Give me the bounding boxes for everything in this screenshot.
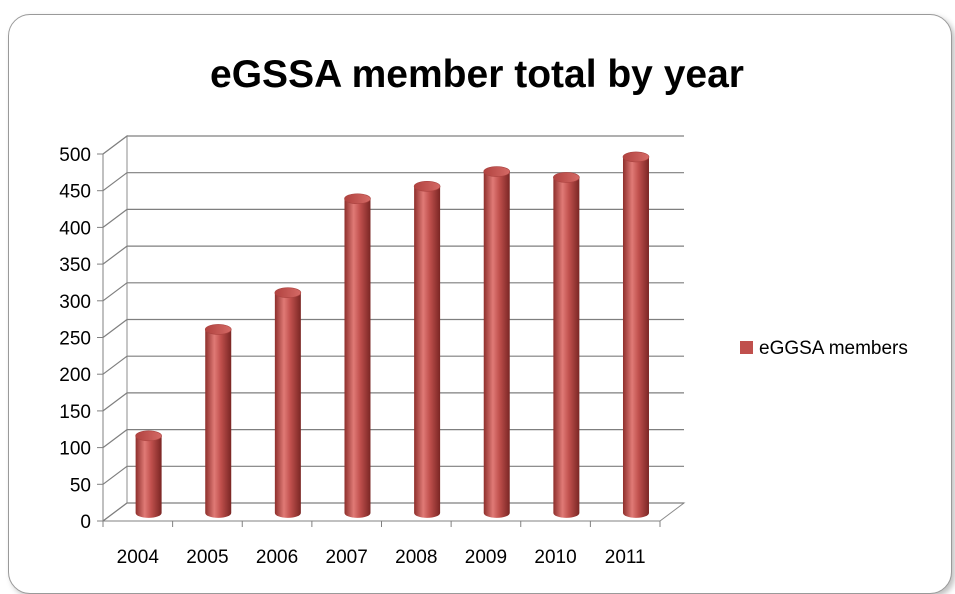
legend: eGGSA members xyxy=(740,338,908,359)
x-tick-label: 2008 xyxy=(395,547,437,568)
bar xyxy=(553,172,579,517)
bar-top xyxy=(275,288,301,298)
bar-body xyxy=(414,186,440,518)
gridline xyxy=(103,173,684,191)
gridline xyxy=(103,466,684,484)
y-tick-label: 300 xyxy=(59,292,91,313)
y-axis-ticks: 0 50 100 150 200 250 300 350 400 450 500 xyxy=(59,145,103,533)
bar-top xyxy=(623,152,649,162)
gridline xyxy=(103,320,684,338)
y-tick-label: 0 xyxy=(80,512,91,533)
gridline xyxy=(103,209,684,227)
y-tick-label: 350 xyxy=(59,255,91,276)
gridline xyxy=(103,246,684,264)
bar-top xyxy=(553,172,579,182)
x-tick-label: 2010 xyxy=(534,547,576,568)
y-tick-label: 50 xyxy=(70,475,91,496)
gridline xyxy=(103,283,684,301)
plot-walls xyxy=(103,136,684,521)
x-tick-label: 2007 xyxy=(326,547,368,568)
bar-top xyxy=(344,194,370,204)
y-tick-label: 200 xyxy=(59,365,91,386)
x-tick-label: 2009 xyxy=(465,547,507,568)
y-tick-label: 250 xyxy=(59,329,91,350)
bar xyxy=(136,431,162,518)
bar xyxy=(275,288,301,518)
bar xyxy=(414,181,440,518)
x-tick-label: 2005 xyxy=(186,547,228,568)
bar-body xyxy=(623,157,649,518)
y-tick-label: 450 xyxy=(59,182,91,203)
y-tick-label: 400 xyxy=(59,218,91,239)
bar-top xyxy=(136,431,162,441)
bars xyxy=(136,152,649,518)
bar xyxy=(205,324,231,518)
bar-body xyxy=(275,293,301,518)
bar-body xyxy=(484,172,510,518)
bar xyxy=(344,194,370,518)
x-tick-label: 2006 xyxy=(256,547,298,568)
bar-top xyxy=(484,167,510,177)
floor xyxy=(103,503,684,521)
gridline xyxy=(103,393,684,411)
bar-body xyxy=(205,329,231,518)
bar-top xyxy=(414,181,440,191)
bar xyxy=(484,167,510,518)
gridlines xyxy=(103,136,684,521)
bar-body xyxy=(553,177,579,517)
x-axis-ticks: 2004 2005 2006 2007 2008 2009 2010 2011 xyxy=(103,521,660,568)
bar-body xyxy=(344,199,370,518)
y-tick-label: 500 xyxy=(59,145,91,166)
x-tick-label: 2004 xyxy=(117,547,160,568)
gridline xyxy=(103,136,684,154)
bar-body xyxy=(136,436,162,518)
y-tick-label: 150 xyxy=(59,402,91,423)
gridline xyxy=(103,430,684,448)
x-tick-label: 2011 xyxy=(605,547,646,568)
y-tick-label: 100 xyxy=(59,439,91,460)
legend-swatch xyxy=(740,341,753,354)
legend-label: eGGSA members xyxy=(759,338,908,359)
chart-title: eGSSA member total by year xyxy=(210,53,744,96)
gridline xyxy=(103,356,684,374)
bar-top xyxy=(205,324,231,334)
bar xyxy=(623,152,649,518)
